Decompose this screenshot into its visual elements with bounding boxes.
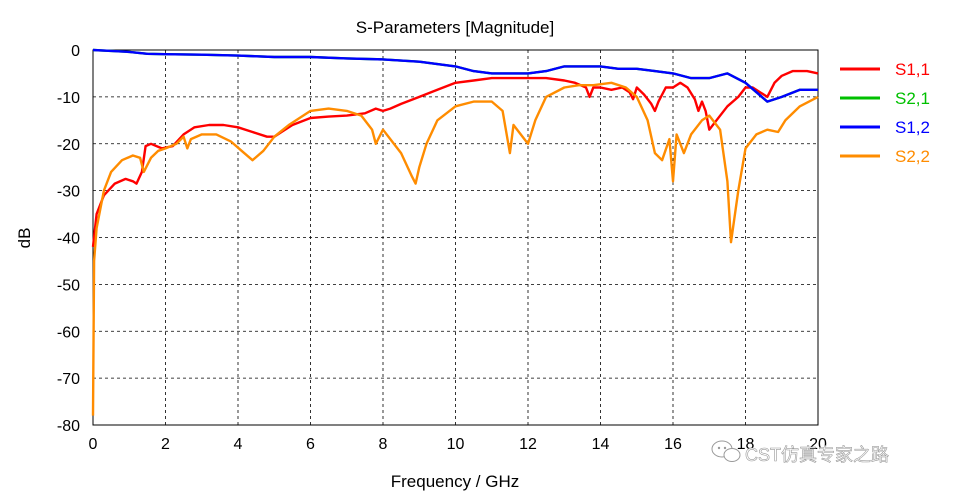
x-tick-label: 0 — [89, 436, 98, 453]
tick-labels: 0 2 4 6 8 10 12 14 16 18 20 0 -10 -20 -30 -40 -50 -60 -70 -… — [57, 43, 827, 453]
x-tick-label: 6 — [306, 436, 315, 453]
x-tick-label: 16 — [664, 436, 682, 453]
y-axis-label: dB — [15, 228, 34, 249]
y-tick-label: -20 — [57, 137, 80, 154]
x-tick-label: 8 — [379, 436, 388, 453]
y-tick-label: -10 — [57, 90, 80, 107]
series-line-s1-2 — [92, 48, 818, 103]
wechat-icon — [711, 440, 741, 462]
watermark: CST仿真专家之路 — [711, 440, 889, 465]
x-tick-label: 12 — [519, 436, 537, 453]
y-tick-label: -40 — [57, 231, 80, 248]
x-tick-label: 10 — [447, 436, 465, 453]
legend: S1,1 S2,1 S1,2 S2,2 — [840, 60, 930, 166]
series-line-s2-2 — [91, 81, 819, 416]
legend-label: S1,1 — [895, 60, 930, 79]
y-tick-label: 0 — [71, 43, 80, 60]
chart-title: S-Parameters [Magnitude] — [356, 18, 554, 37]
y-tick-label: -60 — [57, 324, 80, 341]
x-tick-label: 2 — [161, 436, 170, 453]
y-tick-label: -70 — [57, 371, 80, 388]
x-tick-label: 4 — [234, 436, 243, 453]
data-series — [91, 48, 819, 416]
watermark-text: CST仿真专家之路 — [745, 445, 889, 465]
x-axis-label: Frequency / GHz — [391, 472, 520, 491]
legend-label: S2,2 — [895, 147, 930, 166]
x-tick-label: 18 — [737, 436, 755, 453]
legend-label: S2,1 — [895, 89, 930, 108]
grid-lines — [93, 50, 818, 425]
x-tick-label: 20 — [809, 436, 827, 453]
x-tick-label: 14 — [592, 436, 610, 453]
legend-label: S1,2 — [895, 118, 930, 137]
y-tick-label: -50 — [57, 277, 80, 294]
y-tick-label: -30 — [57, 184, 80, 201]
series-line-s1-1 — [91, 69, 819, 248]
y-tick-label: -80 — [57, 418, 80, 435]
